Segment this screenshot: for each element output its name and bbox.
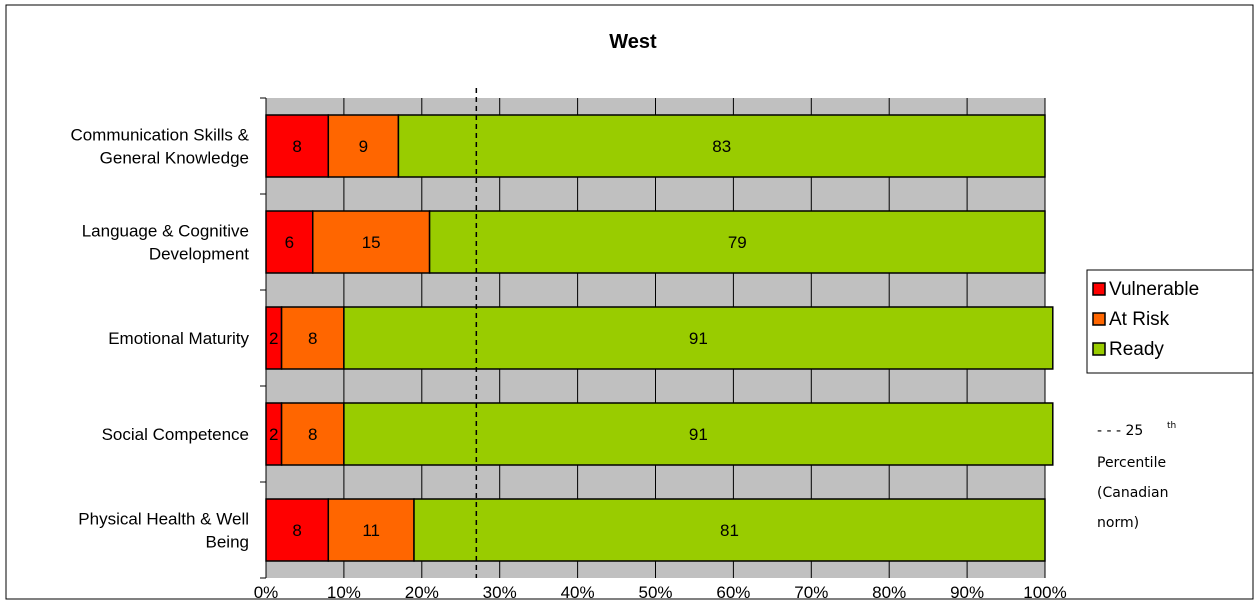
x-tick-label: 60% (716, 583, 750, 602)
plot-area: 0% 10% 20% 30% 40% 50% 60% 70% 80% 90% 100% 8 9 83 Com… (70, 88, 1067, 602)
data-label: 6 (285, 233, 294, 252)
x-tick-label: 10% (327, 583, 361, 602)
note-line: norm) (1097, 515, 1139, 531)
legend-label: Ready (1109, 339, 1164, 360)
note-superscript: th (1167, 421, 1176, 431)
x-tick-label: 0% (254, 583, 279, 602)
x-tick-label: 70% (794, 583, 828, 602)
bar-segment-at-risk (327, 114, 400, 178)
legend-swatch (1092, 312, 1106, 326)
reference-line-note: - - - 25 th Percentile (Canadian norm) (1097, 421, 1176, 531)
category-label: Physical Health & Well Being (78, 510, 249, 552)
chart-title: West (609, 31, 657, 53)
legend-swatch (1092, 342, 1106, 356)
data-label: 8 (308, 329, 317, 348)
note-line: (Canadian (1097, 485, 1169, 501)
x-tick-label: 50% (638, 583, 672, 602)
note-line: Percentile (1097, 455, 1166, 471)
category-label: Emotional Maturity (108, 329, 249, 348)
bar-segment-vulnerable (265, 210, 314, 274)
data-label: 8 (292, 137, 301, 156)
legend: Vulnerable At Risk Ready (1086, 269, 1254, 374)
data-label: 2 (269, 425, 278, 444)
x-tick-label: 20% (405, 583, 439, 602)
bar-segment-ready (343, 402, 1054, 466)
bar-segment-ready (413, 498, 1046, 562)
data-label: 9 (359, 137, 368, 156)
legend-label: At Risk (1109, 309, 1170, 330)
data-label: 91 (689, 329, 708, 348)
data-label: 11 (362, 521, 380, 540)
category-label: Social Competence (102, 425, 249, 444)
category-label: Language & Cognitive Development (82, 222, 250, 264)
bar-segment-at-risk (280, 402, 345, 466)
bar-segment-at-risk (327, 498, 415, 562)
data-label: 2 (269, 329, 278, 348)
data-label: 83 (712, 137, 731, 156)
data-label: 8 (308, 425, 317, 444)
bar-segment-ready (397, 114, 1046, 178)
bar-segment-ready (428, 210, 1046, 274)
x-tick-label: 30% (483, 583, 517, 602)
legend-swatch (1092, 282, 1106, 296)
x-tick-label: 90% (950, 583, 984, 602)
note-line: - - - 25 (1097, 423, 1143, 439)
legend-label: Vulnerable (1109, 279, 1199, 300)
x-tick-label: 100% (1023, 583, 1066, 602)
data-label: 8 (292, 521, 301, 540)
legend-box (1086, 269, 1254, 374)
x-tick-label: 40% (561, 583, 595, 602)
data-label: 91 (689, 425, 708, 444)
x-tick-label: 80% (872, 583, 906, 602)
data-label: 15 (362, 233, 381, 252)
data-label: 79 (728, 233, 747, 252)
bar-segment-at-risk (280, 306, 345, 370)
category-label: Communication Skills & General Knowledge (70, 126, 249, 168)
bar-segment-vulnerable (265, 498, 330, 562)
bar-segment-ready (343, 306, 1054, 370)
data-label: 81 (720, 521, 739, 540)
